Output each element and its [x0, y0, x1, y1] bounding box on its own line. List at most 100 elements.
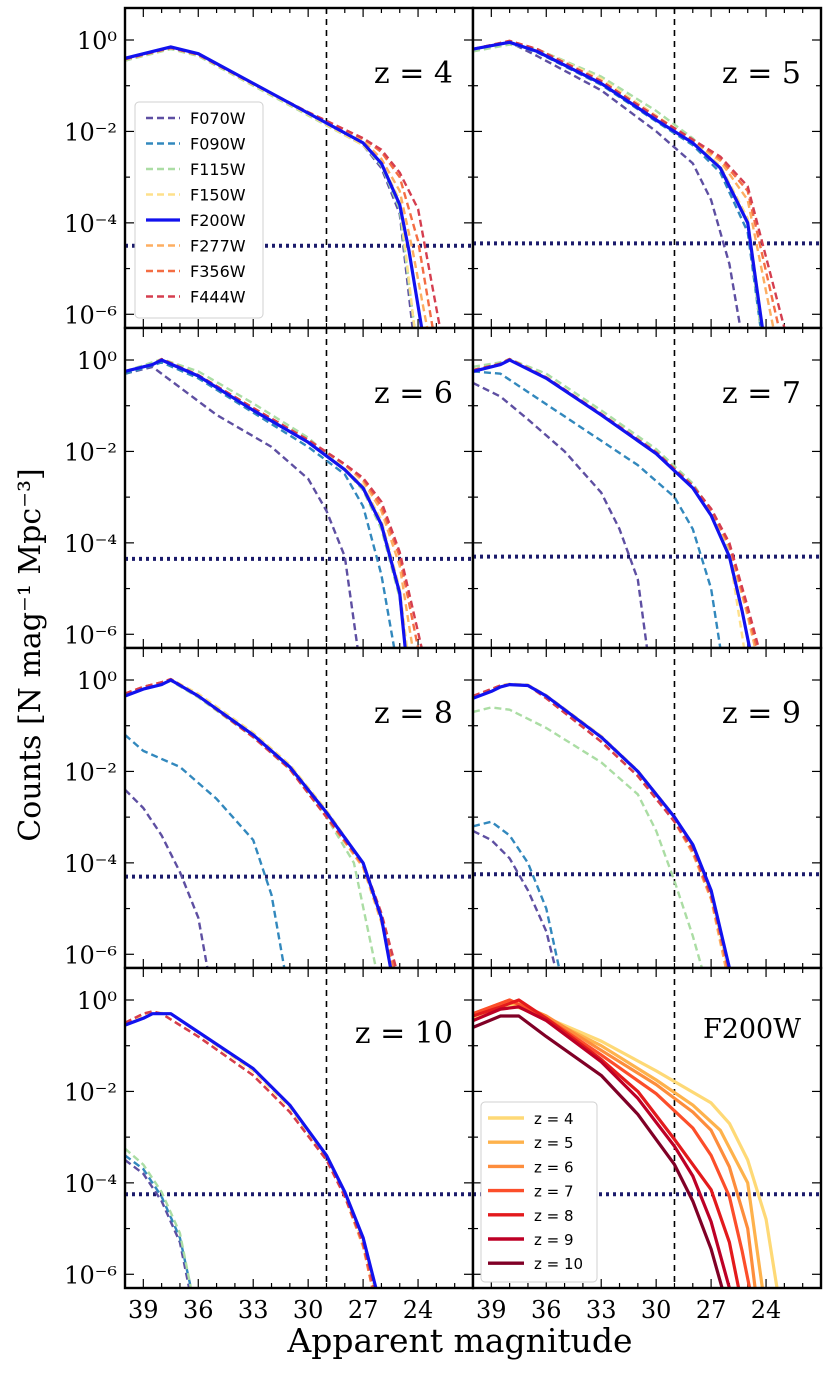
y-tick-label: 10⁻² [64, 438, 117, 466]
y-tick-label: 10⁻⁶ [64, 301, 117, 329]
panel-z7: z = 7 [471, 326, 823, 650]
legend-label-f444w: F444W [190, 288, 246, 307]
y-tick-label: 10⁰ [77, 347, 117, 375]
series-line-f070w [125, 788, 209, 968]
panel-z9: z = 9 [471, 646, 823, 970]
panel-z4: 10⁰ 10⁻² 10⁻⁴ 10⁻⁶ z = 4 F070W F090W F115W F150W… [64, 6, 475, 329]
panel-redshift-label: z = 10 [355, 1016, 453, 1051]
series-line-f090w [473, 370, 722, 648]
x-tick-label: 33 [238, 1296, 269, 1324]
series-line-f200w [125, 358, 407, 648]
series-line-f070w [473, 381, 649, 648]
panel-background [125, 328, 473, 648]
panel-redshift-label: z = 6 [374, 376, 453, 411]
series-line-f444w [125, 1010, 376, 1288]
legend-label: z = 4 [534, 1110, 574, 1128]
legend-label: z = 8 [534, 1207, 574, 1225]
panel-z6: 10⁰ 10⁻² 10⁻⁴ 10⁻⁶ z = 6 [64, 326, 475, 649]
legend-label-f090w: F090W [190, 135, 246, 154]
y-tick-label: 10⁻⁴ [64, 1170, 117, 1198]
panel-z10: 10⁰ 10⁻² 10⁻⁴ 10⁻⁶ 39 36 33 30 27 24 z = 10 [64, 966, 475, 1324]
x-tick-label: 36 [531, 1296, 562, 1324]
series-group [125, 45, 442, 328]
y-tick-label: 10⁻⁶ [64, 941, 117, 969]
legend-box [134, 101, 264, 319]
y-tick-label: 10⁰ [77, 667, 117, 695]
panel-redshift-label: z = 8 [374, 696, 453, 731]
x-tick-label: 30 [293, 1296, 324, 1324]
panel-background [473, 328, 821, 648]
series-line-f115w [473, 706, 704, 968]
legend-label-f277w: F277W [190, 237, 246, 256]
x-tick-label: 24 [751, 1296, 782, 1324]
series-group [125, 1010, 378, 1288]
series-line-z7 [473, 998, 752, 1288]
legend-label: z = 7 [534, 1183, 574, 1201]
x-tick-label: 30 [641, 1296, 672, 1324]
series-line-f090w [125, 1154, 193, 1288]
x-tick-label: 33 [586, 1296, 617, 1324]
series-line-f200w [473, 358, 752, 648]
panel-filter-label: F200W [703, 1014, 801, 1045]
series-group [473, 39, 786, 328]
panel-frame [471, 966, 823, 1290]
legend-label-f150w: F150W [190, 186, 246, 205]
series-line-f200w [125, 1012, 378, 1288]
x-axis-label: Apparent magnitude [286, 1321, 632, 1360]
series-group [473, 998, 779, 1288]
series-line-f200w [473, 683, 731, 968]
series-line-f200w [125, 678, 393, 968]
y-tick-label: 10⁻² [64, 758, 117, 786]
series-line-f070w [473, 829, 557, 968]
series-line-f070w [125, 365, 359, 648]
x-tick-label: 27 [348, 1296, 379, 1324]
panel-redshift-label: z = 5 [722, 56, 801, 91]
series-line-f150w [125, 677, 392, 968]
series-line-z9 [473, 1005, 731, 1288]
redshift-legend: z = 4 z = 5 z = 6 z = 7 z = 8 z = 9 z = 10 [480, 1101, 598, 1283]
legend-label: z = 6 [534, 1158, 574, 1176]
series-group [473, 682, 731, 968]
x-tick-label: 36 [183, 1296, 214, 1324]
panel-background [473, 648, 821, 968]
legend-label: z = 10 [534, 1255, 583, 1273]
panel-redshift-label: z = 9 [722, 696, 801, 731]
x-tick-label: 24 [403, 1296, 434, 1324]
y-tick-label: 10⁻⁶ [64, 1261, 117, 1289]
legend-label-f115w: F115W [190, 160, 246, 179]
y-tick-label: 10⁻² [64, 1078, 117, 1106]
y-tick-label: 10⁰ [77, 27, 117, 55]
tick-group [124, 8, 473, 328]
panels-group: 10⁰ 10⁻² 10⁻⁴ 10⁻⁶ z = 4 F070W F090W F115W F150W… [64, 6, 823, 1324]
panel-redshift-label: z = 7 [722, 376, 801, 411]
legend-box [480, 1101, 598, 1283]
series-line-f444w [473, 39, 786, 328]
y-tick-label: 10⁰ [77, 987, 117, 1015]
legend-label: z = 9 [534, 1231, 574, 1249]
series-line-z10 [473, 1014, 724, 1288]
y-tick-label: 10⁻⁴ [64, 850, 117, 878]
series-line-f090w [473, 820, 561, 968]
series-group [125, 677, 398, 968]
series-line-f070w [125, 1159, 191, 1288]
y-tick-label: 10⁻² [64, 118, 117, 146]
panel-background [125, 648, 473, 968]
series-line-f090w [125, 733, 286, 968]
series-line-z8 [473, 998, 741, 1288]
legend-label-f200w: F200W [190, 211, 246, 230]
series-line-f200w [473, 40, 764, 328]
x-tick-label: 27 [696, 1296, 727, 1324]
panel-redshift-label: z = 4 [374, 56, 453, 91]
panel-z5: z = 5 [471, 6, 823, 330]
series-group [125, 357, 423, 648]
y-axis-label: Counts [N mag⁻¹ Mpc⁻³] [13, 468, 48, 841]
x-tick-label: 39 [128, 1296, 159, 1324]
panel-z8: 10⁰ 10⁻² 10⁻⁴ 10⁻⁶ z = 8 [64, 646, 475, 969]
series-group [473, 357, 760, 648]
series-line-f200w [125, 45, 424, 328]
y-tick-label: 10⁻⁴ [64, 210, 117, 238]
x-tick-label: 39 [476, 1296, 507, 1324]
legend-label-f356w: F356W [190, 262, 246, 281]
